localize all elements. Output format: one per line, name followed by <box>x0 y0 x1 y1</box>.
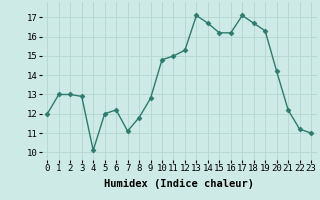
X-axis label: Humidex (Indice chaleur): Humidex (Indice chaleur) <box>104 179 254 189</box>
